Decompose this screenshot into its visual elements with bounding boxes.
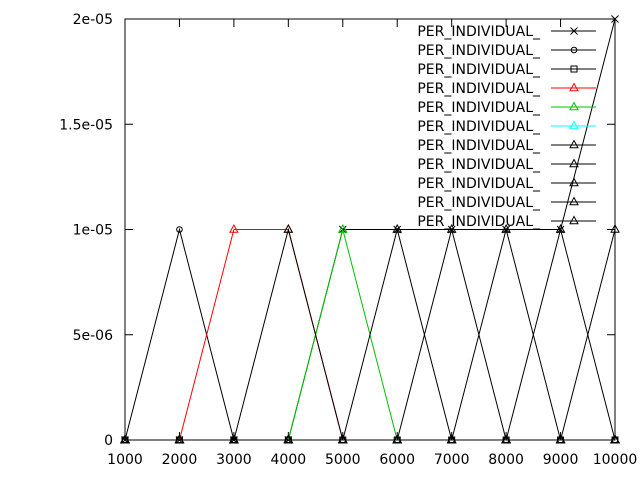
series-line bbox=[125, 18, 616, 441]
data-point bbox=[174, 434, 185, 444]
legend-swatch-marker bbox=[570, 46, 578, 54]
data-point bbox=[337, 223, 348, 233]
legend-swatch-marker bbox=[569, 177, 579, 187]
data-point bbox=[610, 434, 620, 444]
legend-label: PER_INDIVIDUAL_ bbox=[417, 157, 541, 173]
data-point bbox=[446, 223, 457, 233]
y-tick-label: 2e-05 bbox=[73, 12, 113, 28]
data-point bbox=[555, 434, 566, 444]
data-point bbox=[610, 223, 620, 233]
tick-labels: 1000 2000 3000 4000 5000 6000 7000 8000 9000 1000… bbox=[59, 12, 637, 468]
data-point bbox=[611, 15, 619, 23]
legend-swatch-marker bbox=[570, 27, 578, 35]
x-tick-label: 2000 bbox=[162, 452, 198, 468]
legend-label: PER_INDIVIDUAL_ bbox=[417, 214, 541, 230]
legend-item: PER_INDIVIDUAL_ bbox=[417, 138, 596, 154]
data-point bbox=[229, 434, 239, 444]
x-tick-label: 5000 bbox=[325, 452, 361, 468]
data-point bbox=[555, 223, 566, 233]
legend-swatch-marker bbox=[570, 65, 578, 73]
y-tick-label: 1.5e-05 bbox=[59, 117, 113, 133]
x-tick-label: 4000 bbox=[271, 452, 307, 468]
y-tick-label: 5e-06 bbox=[73, 328, 113, 344]
series-group bbox=[120, 15, 620, 444]
legend-swatch-marker bbox=[569, 120, 579, 130]
legend-swatch-marker bbox=[569, 158, 579, 168]
legend-label: PER_INDIVIDUAL_ bbox=[417, 62, 541, 78]
series-8 bbox=[120, 223, 620, 444]
legend-label: PER_INDIVIDUAL_ bbox=[417, 195, 541, 211]
legend-swatch-marker bbox=[569, 101, 579, 111]
legend-item: PER_INDIVIDUAL_ bbox=[417, 195, 596, 211]
data-point bbox=[392, 223, 403, 233]
legend-label: PER_INDIVIDUAL_ bbox=[417, 100, 541, 116]
legend: PER_INDIVIDUAL_ PER_INDIVIDUAL_ PER_INDIVI… bbox=[417, 24, 596, 230]
legend-item: PER_INDIVIDUAL_ bbox=[417, 157, 596, 173]
legend-item: PER_INDIVIDUAL_ bbox=[417, 100, 596, 116]
legend-label: PER_INDIVIDUAL_ bbox=[417, 24, 541, 40]
legend-item: PER_INDIVIDUAL_ bbox=[417, 81, 596, 97]
y-tick-label: 1e-05 bbox=[73, 223, 113, 239]
series-1 bbox=[121, 15, 619, 444]
x-tick-label: 7000 bbox=[434, 452, 470, 468]
legend-item: PER_INDIVIDUAL_ bbox=[417, 62, 596, 78]
data-point bbox=[392, 434, 403, 444]
legend-swatch-marker bbox=[569, 196, 579, 206]
data-point bbox=[337, 434, 348, 444]
x-tick-label: 8000 bbox=[488, 452, 524, 468]
legend-swatch-marker bbox=[569, 82, 579, 92]
legend-item: PER_INDIVIDUAL_ bbox=[417, 176, 596, 192]
series-12 bbox=[120, 223, 620, 444]
legend-item: PER_INDIVIDUAL_ bbox=[417, 24, 596, 40]
data-point bbox=[176, 226, 183, 233]
legend-label: PER_INDIVIDUAL_ bbox=[417, 81, 541, 97]
legend-item: PER_INDIVIDUAL_ bbox=[417, 43, 596, 59]
data-point bbox=[120, 434, 130, 444]
x-tick-label: 3000 bbox=[216, 452, 252, 468]
x-tick-label: 6000 bbox=[379, 452, 415, 468]
series-line bbox=[125, 227, 615, 441]
legend-label: PER_INDIVIDUAL_ bbox=[417, 43, 541, 59]
x-tick-label: 1000 bbox=[107, 452, 143, 468]
legend-label: PER_INDIVIDUAL_ bbox=[417, 176, 541, 192]
y-tick-label: 0 bbox=[104, 433, 113, 449]
x-tick-label: 10000 bbox=[593, 452, 638, 468]
legend-item: PER_INDIVIDUAL_ bbox=[417, 214, 596, 230]
data-point bbox=[283, 223, 294, 233]
x-tick-label: 9000 bbox=[543, 452, 579, 468]
legend-label: PER_INDIVIDUAL_ bbox=[417, 138, 541, 154]
series-6 bbox=[120, 434, 620, 444]
legend-swatch-marker bbox=[569, 215, 579, 225]
data-point bbox=[446, 434, 457, 444]
data-point bbox=[501, 434, 511, 444]
legend-label: PER_INDIVIDUAL_ bbox=[417, 119, 541, 135]
series-line bbox=[125, 229, 616, 441]
legend-item: PER_INDIVIDUAL_ bbox=[417, 119, 596, 135]
data-point bbox=[283, 434, 294, 444]
legend-swatch-marker bbox=[569, 139, 579, 149]
data-point bbox=[501, 223, 511, 233]
data-point bbox=[229, 223, 239, 233]
